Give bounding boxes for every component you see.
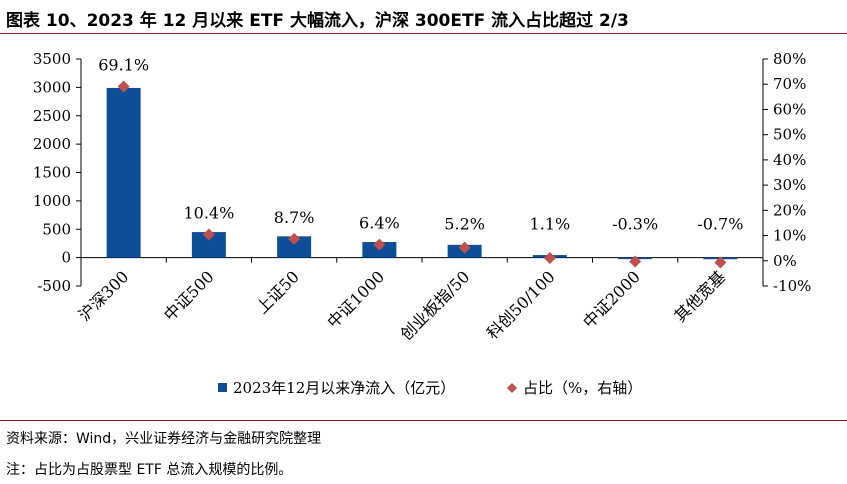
left-tick-label: -500 bbox=[37, 277, 71, 295]
right-tick-label: 30% bbox=[773, 176, 806, 194]
title-rule bbox=[0, 33, 847, 34]
share-data-label: 69.1% bbox=[98, 55, 149, 74]
share-data-label: 5.2% bbox=[444, 215, 485, 234]
right-tick-label: 0% bbox=[773, 252, 797, 270]
share-point bbox=[458, 241, 471, 254]
right-tick-label: 40% bbox=[773, 151, 806, 169]
right-tick-label: 60% bbox=[773, 100, 806, 118]
share-data-label: 1.1% bbox=[530, 215, 571, 234]
left-tick-label: 1000 bbox=[33, 192, 71, 210]
category-label: 上证50 bbox=[252, 267, 302, 317]
share-data-label: 10.4% bbox=[183, 204, 234, 223]
category-label: 沪深300 bbox=[75, 267, 133, 325]
footnote: 注：占比为占股票型 ETF 总流入规模的比例。 bbox=[6, 462, 293, 478]
bar bbox=[277, 236, 312, 258]
legend-bar-swatch bbox=[218, 383, 227, 392]
left-tick-label: 0 bbox=[61, 249, 71, 267]
right-tick-label: -10% bbox=[773, 277, 811, 295]
category-label: 其他宽基 bbox=[671, 267, 730, 326]
share-point bbox=[543, 252, 556, 265]
share-point bbox=[373, 238, 386, 251]
category-label: 中证1000 bbox=[323, 267, 388, 332]
share-data-label: 6.4% bbox=[359, 214, 400, 233]
right-tick-label: 70% bbox=[773, 75, 806, 93]
share-point bbox=[288, 232, 301, 245]
source-note: 资料来源：Wind，兴业证券经济与金融研究院整理 bbox=[6, 431, 322, 447]
share-point bbox=[629, 255, 642, 268]
right-tick-label: 10% bbox=[773, 227, 806, 245]
legend-bar-label: 2023年12月以来净流入（亿元） bbox=[233, 379, 455, 397]
left-tick-label: 2500 bbox=[33, 107, 71, 125]
right-tick-label: 50% bbox=[773, 126, 806, 144]
category-label: 创业板指/50 bbox=[397, 267, 474, 344]
share-point bbox=[117, 80, 130, 93]
category-label: 中证500 bbox=[160, 267, 218, 325]
share-data-label: 8.7% bbox=[274, 208, 315, 227]
left-tick-label: 3500 bbox=[33, 50, 71, 68]
legend-share-swatch bbox=[507, 383, 517, 393]
legend-share-label: 占比（%，右轴） bbox=[523, 379, 642, 397]
category-label: 中证2000 bbox=[579, 267, 644, 332]
category-label: 科创50/100 bbox=[483, 267, 559, 343]
left-tick-label: 3000 bbox=[33, 78, 71, 96]
share-point bbox=[202, 228, 215, 241]
right-tick-label: 20% bbox=[773, 201, 806, 219]
footer-rule bbox=[0, 420, 847, 421]
share-data-label: -0.7% bbox=[697, 215, 743, 234]
left-tick-label: 2000 bbox=[33, 135, 71, 153]
share-data-label: -0.3% bbox=[612, 215, 658, 234]
bar bbox=[106, 87, 141, 258]
share-point bbox=[714, 256, 727, 269]
left-tick-label: 1500 bbox=[33, 164, 71, 182]
chart: -500 0 500 1000 1500 2000 2500 3000 3500 -10% 0% 10… bbox=[33, 50, 812, 397]
chart-title: 图表 10、2023 年 12 月以来 ETF 大幅流入，沪深 300ETF 流… bbox=[6, 11, 629, 31]
right-tick-label: 80% bbox=[773, 50, 806, 68]
left-tick-label: 500 bbox=[42, 220, 71, 238]
